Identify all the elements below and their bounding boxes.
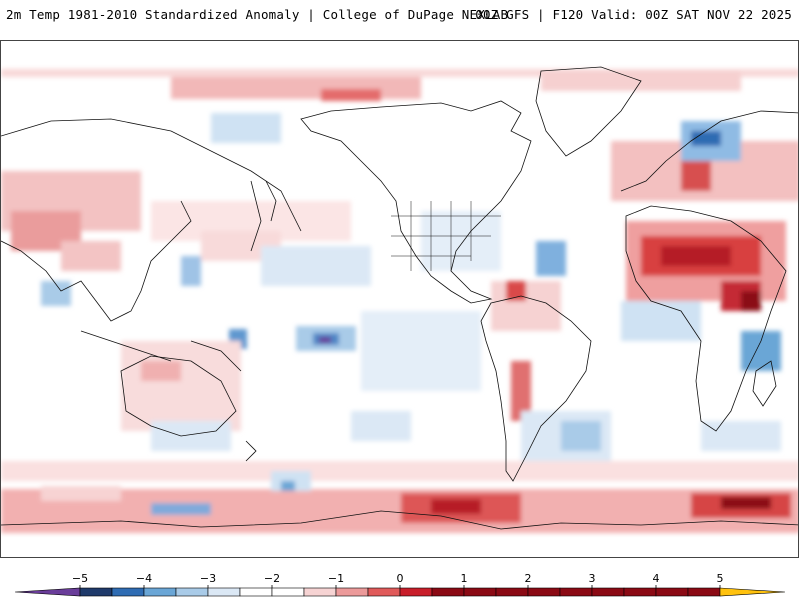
- legend-swatch: [655, 587, 689, 597]
- legend-swatch: [591, 587, 625, 597]
- us-state-borders: [391, 201, 501, 271]
- legend-swatch: [143, 587, 177, 597]
- legend-swatch: [431, 587, 465, 597]
- legend-tick-label: −2: [263, 572, 281, 585]
- map-title: 2m Temp 1981-2010 Standardized Anomaly |…: [6, 7, 509, 22]
- legend-tick-label: −4: [135, 572, 153, 585]
- legend-swatch: [303, 587, 337, 597]
- legend-swatch: [111, 587, 145, 597]
- legend-swatch: [463, 587, 497, 597]
- legend-swatch: [79, 587, 113, 597]
- legend-arrow-left: [14, 587, 81, 597]
- legend-swatch: [271, 587, 305, 597]
- legend-tick-label: −3: [199, 572, 217, 585]
- legend-tick-label: 3: [588, 572, 596, 585]
- legend-swatch: [527, 587, 561, 597]
- legend-arrow-right: [719, 587, 786, 597]
- legend-swatch: [623, 587, 657, 597]
- legend-colorbar: [14, 585, 786, 597]
- legend-tick-label: −1: [327, 572, 345, 585]
- legend-tick-label: 1: [460, 572, 468, 585]
- legend-swatch: [175, 587, 209, 597]
- legend-swatch: [495, 587, 529, 597]
- legend-swatch: [687, 587, 721, 597]
- map-canvas: [1, 41, 798, 557]
- legend-tick-label: 2: [524, 572, 532, 585]
- legend-swatch: [207, 587, 241, 597]
- legend-swatch: [559, 587, 593, 597]
- legend-swatch: [399, 587, 433, 597]
- coastlines: [1, 66, 798, 530]
- model-run-info: 00Z GFS | F120 Valid: 00Z SAT NOV 22 202…: [475, 7, 792, 22]
- legend-tick-label: 5: [716, 572, 724, 585]
- anomaly-shading: [1, 69, 798, 533]
- color-legend: −5 −4 −3 −2 −1 0 1 2 3 4 5: [0, 570, 800, 600]
- legend-tick-label: 0: [396, 572, 404, 585]
- legend-tick-label: −5: [71, 572, 89, 585]
- map-header: 2m Temp 1981-2010 Standardized Anomaly |…: [0, 0, 800, 30]
- legend-swatch: [367, 587, 401, 597]
- legend-tick-label: 4: [652, 572, 660, 585]
- legend-swatch: [239, 587, 273, 597]
- legend-swatch: [335, 587, 369, 597]
- anomaly-map[interactable]: [0, 40, 799, 558]
